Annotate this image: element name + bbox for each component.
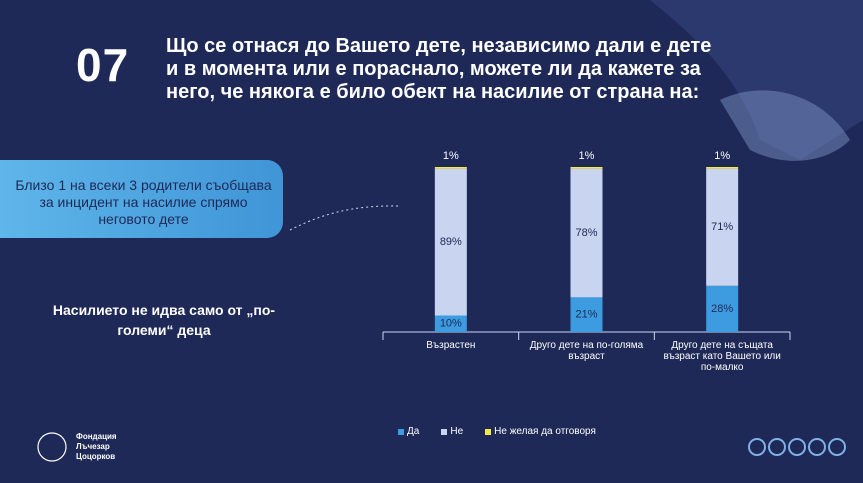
bar-segment [570, 168, 603, 298]
x-tick-label: Друго дете на по-голяма възраст [529, 340, 644, 362]
x-tick-label: Възрастен [426, 340, 476, 351]
legend-swatch [485, 429, 492, 435]
bar-segment [434, 315, 467, 332]
value-label: 1% [579, 150, 595, 162]
value-label: 10% [440, 318, 462, 330]
legend-label: Не желая да отговоря [494, 426, 596, 437]
legend-label: Да [407, 426, 420, 437]
slide-title: Що се отнася до Вашето дете, независимо … [166, 35, 712, 103]
bar-segment [706, 285, 739, 332]
bar-segment [570, 167, 603, 169]
bar-segment [434, 168, 467, 316]
bar-segment [570, 297, 603, 332]
callout-text: Близо 1 на всеки 3 родители съобщава за … [15, 177, 272, 227]
bar-segment [434, 167, 467, 169]
value-label: 28% [711, 303, 733, 315]
logo-icon [37, 432, 67, 462]
value-label: 78% [575, 227, 597, 239]
value-label: 21% [575, 309, 597, 321]
bar-segment [706, 168, 739, 286]
legend-swatch [398, 429, 404, 435]
decor-hand [720, 90, 850, 161]
value-label: 1% [443, 150, 459, 162]
legend-label: Не [450, 426, 464, 437]
value-label: 89% [440, 236, 462, 248]
callout: Близо 1 на всеки 3 родители съобщава за … [0, 160, 283, 238]
bar-segment [706, 167, 739, 169]
note: Насилието не идва само от „по-големи“ де… [52, 302, 276, 338]
value-label: 1% [714, 150, 730, 162]
dotted-line [289, 205, 401, 231]
estat-logo [748, 438, 846, 456]
legend-swatch [441, 429, 448, 435]
x-tick-label: Друго дете на същата възраст като Вашето… [663, 340, 781, 373]
value-label: 71% [711, 221, 733, 233]
logo-text: Фондация Лъчезар Цоцорков [76, 432, 117, 461]
slide-number: 07 [76, 39, 130, 91]
